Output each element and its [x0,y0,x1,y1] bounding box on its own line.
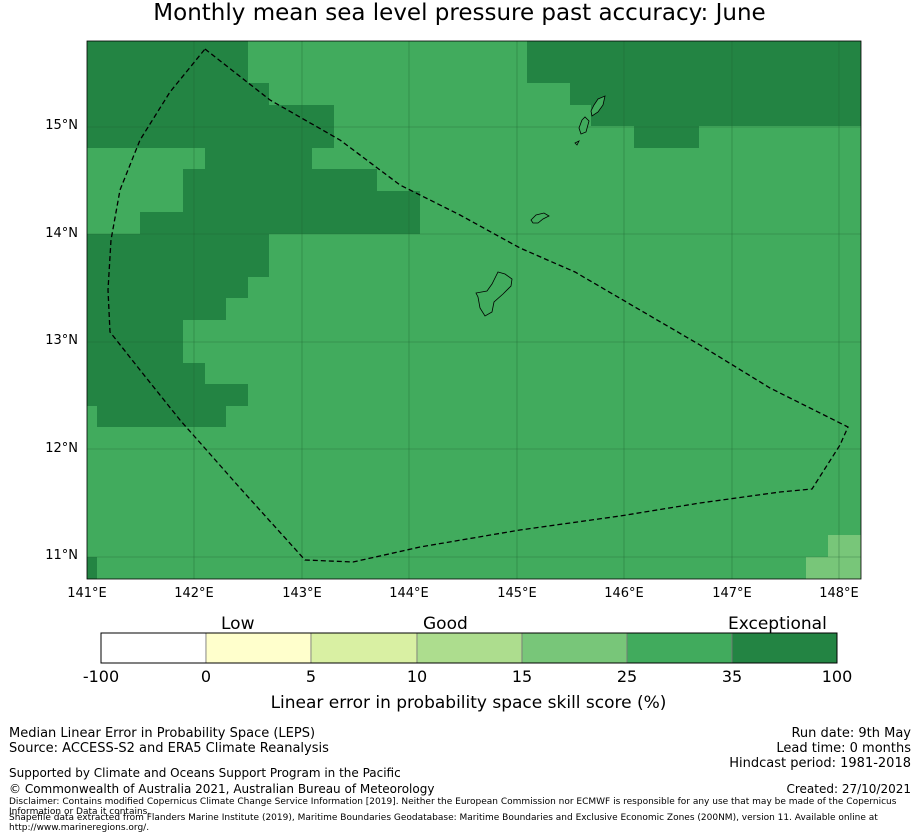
disclaimer: Disclaimer: Contains modified Copernicus… [9,797,897,817]
colorbar-tick: 15 [511,667,533,686]
colorbar-segment-1 [205,632,312,664]
footer-support: Supported by Climate and Oceans Support … [9,766,401,780]
colorbar-tick: 10 [406,667,428,686]
hindcast-period: Hindcast period: 1981-2018 [729,756,911,771]
island-rota [530,212,550,224]
island-aguijan [574,140,580,146]
colorbar-segment-0 [100,632,207,664]
lon-label-148: 148°E [819,586,859,601]
footer-copyright: © Commonwealth of Australia 2021, Austra… [9,782,435,796]
map-frame [86,40,862,580]
colorbar-segment-6 [731,632,838,664]
exceptional-region-east [527,41,861,148]
shapefile-credit: Shapefile data extracted from Flanders M… [9,813,878,833]
colorbar-tick: 100 [821,667,853,686]
exceptional-cell-sw [87,557,97,579]
category-low: Low [221,614,255,634]
footer-source: Source: ACCESS-S2 and ERA5 Climate Reana… [9,741,329,756]
colorbar-segment-2 [310,632,418,664]
eez-boundary [107,48,849,563]
island-tinian [578,116,590,135]
lon-label-141: 141°E [67,586,107,601]
category-good: Good [423,614,468,634]
island-guam [475,271,513,317]
colorbar-tick: 5 [305,667,317,686]
colorbar [100,632,838,664]
category-exceptional: Exceptional [728,614,827,634]
lon-label-145: 145°E [497,586,537,601]
lat-label-11: 11°N [45,548,78,563]
lon-label-143: 143°E [282,586,322,601]
chart-title: Monthly mean sea level pressure past acc… [153,0,766,26]
created-date: Created: 27/10/2021 [786,782,911,796]
lat-label-14: 14°N [45,226,78,241]
colorbar-segment-5 [626,632,733,664]
island-saipan [590,95,606,117]
lon-label-146: 146°E [604,586,644,601]
lat-label-12: 12°N [45,441,78,456]
colorbar-tick: 25 [616,667,638,686]
colorbar-tick: 35 [721,667,743,686]
run-date: Run date: 9th May [791,726,911,741]
skill-map [86,40,862,580]
islands [475,95,606,317]
colorbar-label: Linear error in probability space skill … [270,693,667,713]
footer-method: Median Linear Error in Probability Space… [9,726,316,741]
lat-label-13: 13°N [45,333,78,348]
lat-label-15: 15°N [45,118,78,133]
colorbar-segment-3 [416,632,523,664]
map-gridlines [87,41,861,579]
lead-time: Lead time: 0 months [776,741,911,756]
colorbar-tick: 0 [200,667,212,686]
colorbar-tick: -100 [82,667,120,686]
colorbar-frame [100,632,838,664]
lon-label-147: 147°E [712,586,752,601]
lon-label-144: 144°E [389,586,429,601]
colorbar-segment-4 [521,632,628,664]
lon-label-142: 142°E [174,586,214,601]
